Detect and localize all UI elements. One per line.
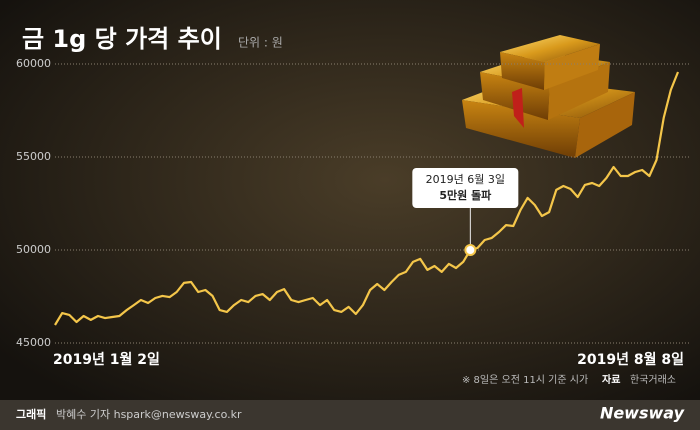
footer-bar: [0, 400, 700, 430]
x-tick-label: 2019년 8월 8일: [577, 351, 684, 368]
source: 한국거래소: [630, 374, 676, 386]
callout-text: 5만원 돌파: [439, 188, 492, 202]
credit: 박혜수 기자 hspark@newsway.co.kr: [56, 408, 242, 421]
y-tick-label: 60000: [16, 57, 51, 70]
brand-logo: Newsway: [600, 404, 685, 423]
y-tick-label: 50000: [16, 243, 51, 256]
x-tick-label: 2019년 1월 2일: [53, 351, 160, 368]
credit-label: 그래픽: [16, 407, 46, 421]
y-tick-label: 55000: [16, 150, 51, 163]
y-tick-label: 45000: [16, 336, 51, 349]
callout-box: [412, 168, 519, 208]
highlight-point: [464, 244, 477, 256]
note: ※ 8일은 오전 11시 기준 시가: [462, 374, 588, 386]
callout-date: 2019년 6월 3일: [426, 172, 505, 186]
chart-title: 금 1g 당 가격 추이: [22, 25, 222, 53]
gold-bars-illustration: [462, 35, 635, 158]
price-line: [54, 71, 680, 326]
source-label: 자료: [602, 373, 620, 386]
unit-label: 단위 : 원: [238, 36, 283, 50]
